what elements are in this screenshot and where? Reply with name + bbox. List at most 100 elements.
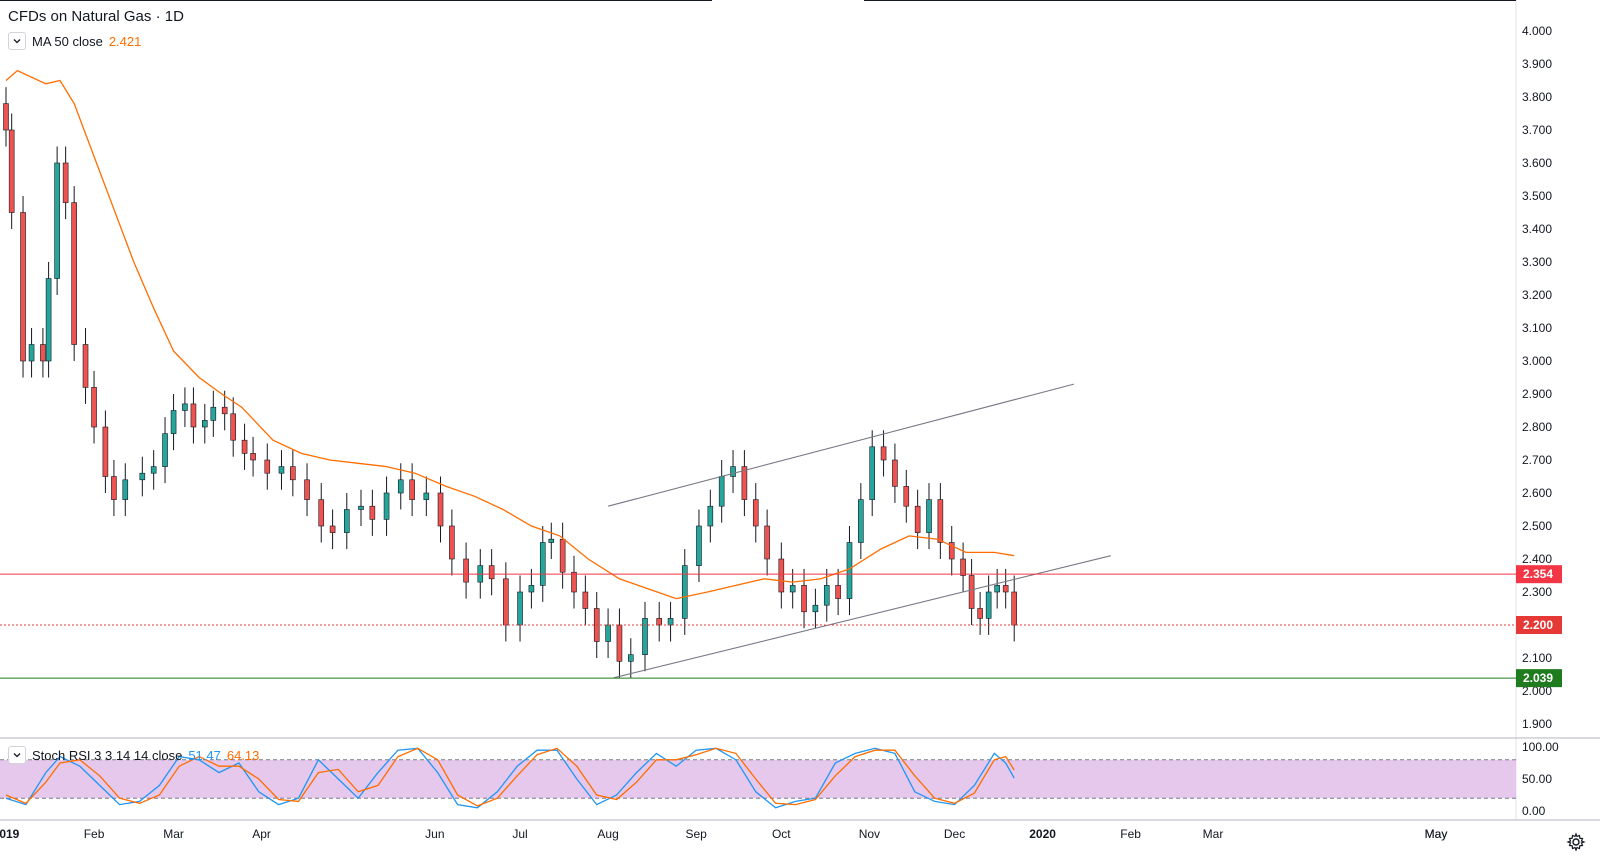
- time-tick-label: Dec: [944, 827, 965, 841]
- time-axis[interactable]: 2019 Feb Mar Apr May Jun Jul Aug Sep Oct Nov Dec 202…: [0, 827, 1447, 841]
- candle-body: [968, 575, 975, 609]
- candle-body: [985, 591, 992, 619]
- price-tick-label: 2.300: [1522, 585, 1552, 599]
- time-tick-label: 2020: [1029, 827, 1056, 841]
- candle-body: [122, 479, 129, 500]
- candle-body: [102, 426, 109, 477]
- price-tick-label: 3.900: [1522, 57, 1552, 71]
- price-pane[interactable]: [0, 0, 1600, 821]
- candle-body: [20, 212, 26, 362]
- price-axis[interactable]: 4.000 3.900 3.800 3.700 3.600 3.500 3.400 3.300…: [1516, 24, 1562, 818]
- candle-body: [290, 466, 296, 481]
- candle-body: [40, 344, 46, 362]
- candle-body: [539, 542, 546, 586]
- candle-body: [250, 453, 256, 461]
- candle-body: [764, 525, 770, 560]
- candle-body: [8, 129, 15, 213]
- candle-body: [667, 618, 674, 626]
- candle-body: [571, 571, 577, 593]
- candle-body: [960, 558, 966, 576]
- candle-body: [616, 624, 623, 662]
- candle-body: [503, 578, 509, 626]
- stoch-rsi-tick-label: 0.00: [1522, 804, 1546, 818]
- chevron-down-icon[interactable]: [8, 32, 26, 50]
- chart-title: CFDs on Natural Gas · 1D: [8, 8, 184, 25]
- time-tick-label: Sep: [685, 827, 707, 841]
- stoch-rsi-d-value: 64.13: [226, 747, 260, 763]
- candle-body: [903, 486, 910, 507]
- candle-body: [582, 591, 589, 609]
- time-tick-label: Feb: [84, 827, 105, 841]
- candle-body: [488, 565, 495, 580]
- candle-body: [170, 410, 177, 434]
- candle-body: [182, 403, 188, 411]
- stoch-rsi-k-value: 51.47: [188, 747, 221, 763]
- price-tick-label: 2.400: [1522, 552, 1552, 566]
- price-tick-label: 2.700: [1522, 453, 1552, 467]
- candle-body: [789, 585, 796, 593]
- candle-body: [409, 479, 415, 500]
- candle-body: [54, 162, 60, 279]
- candle-body: [752, 499, 759, 527]
- ma-label: MA 50 close: [32, 33, 103, 49]
- price-tick-label: 3.200: [1522, 288, 1552, 302]
- candle-body: [264, 459, 271, 474]
- price-tick-label: 3.800: [1522, 90, 1552, 104]
- candle-body: [190, 403, 197, 428]
- candle-body: [45, 278, 52, 362]
- candle-body: [318, 499, 325, 527]
- stoch-rsi-k-line: [5, 747, 1015, 809]
- channel-upper-line[interactable]: [607, 383, 1074, 507]
- candle-body: [858, 499, 864, 543]
- support-line-badge: [1516, 669, 1562, 688]
- stoch-rsi-band: [0, 759, 1516, 799]
- last-price-line-label: 2.200: [1523, 618, 1553, 632]
- candle-body: [528, 585, 535, 593]
- candle-body: [517, 591, 523, 626]
- price-tick-label: 1.900: [1522, 717, 1552, 731]
- candle-body: [977, 608, 983, 619]
- time-tick-label: Aug: [597, 827, 618, 841]
- stoch-rsi-tick-label: 100.00: [1522, 740, 1559, 754]
- gear-icon[interactable]: [1566, 832, 1586, 852]
- price-tick-label: 3.000: [1522, 354, 1552, 368]
- candle-body: [111, 476, 117, 500]
- price-tick-label: 3.400: [1522, 222, 1552, 236]
- candle-body: [1002, 585, 1009, 593]
- candle-body: [696, 525, 702, 566]
- candle-body: [3, 103, 9, 131]
- time-tick-label: Jul: [512, 827, 527, 841]
- time-tick-label: May: [1425, 827, 1448, 841]
- resistance-line-badge: [1516, 565, 1562, 584]
- candle-body: [82, 344, 89, 388]
- time-tick-label: Nov: [859, 827, 880, 841]
- symbol-title: CFDs on Natural Gas: [8, 8, 152, 25]
- time-tick-label: Mar: [163, 827, 184, 841]
- candle-body: [823, 585, 830, 606]
- price-tick-label: 3.700: [1522, 123, 1552, 137]
- candle-body: [221, 406, 228, 415]
- candle-body: [139, 472, 146, 481]
- price-tick-label: 2.900: [1522, 387, 1552, 401]
- stoch-rsi-pane[interactable]: [0, 747, 1516, 809]
- candle-body: [707, 505, 714, 527]
- price-tick-label: 2.100: [1522, 651, 1552, 665]
- chevron-down-icon[interactable]: [8, 746, 26, 764]
- candle-body: [605, 624, 611, 642]
- candle-body: [278, 466, 285, 474]
- resistance-line-label: 2.354: [1523, 567, 1553, 581]
- candle-body: [91, 387, 97, 428]
- candle-body: [681, 565, 688, 619]
- candle-body: [892, 459, 898, 487]
- candle-body: [437, 492, 444, 527]
- time-tick-label: Feb: [1120, 827, 1141, 841]
- candle-body: [449, 525, 455, 560]
- channel-lower-line[interactable]: [613, 555, 1111, 679]
- price-tick-label: 4.000: [1522, 24, 1552, 38]
- price-tick-label: 3.500: [1522, 189, 1552, 203]
- candle-body: [397, 479, 404, 494]
- candle-body: [914, 505, 921, 533]
- time-tick-label: 2019: [0, 827, 20, 841]
- candle-body: [994, 585, 1000, 593]
